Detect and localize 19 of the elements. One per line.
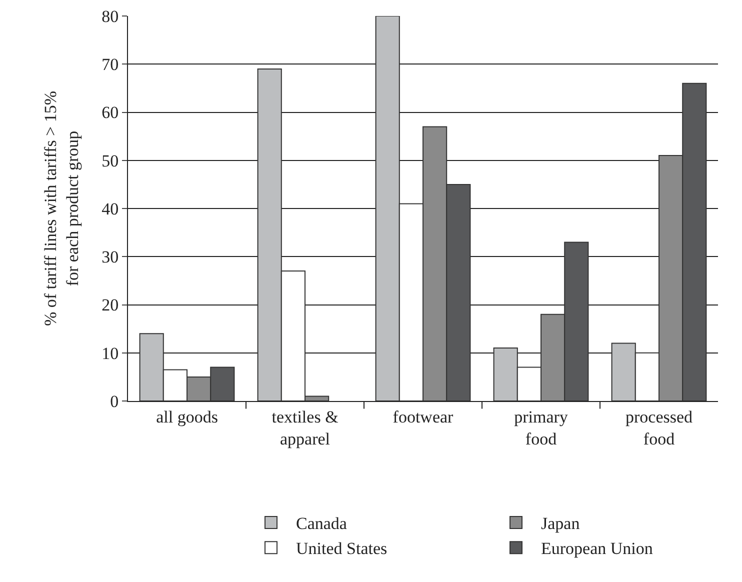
x-tick-label: processed food — [625, 407, 694, 448]
y-tick-label: 60 — [102, 103, 119, 122]
x-tick-label: primary food — [514, 407, 568, 448]
legend-label: United States — [296, 539, 388, 558]
x-tick-label: footwear — [392, 407, 454, 426]
y-axis-title: % of tariff lines with tariffs > 15% for each product group — [41, 90, 82, 326]
y-tick-label: 10 — [102, 344, 119, 363]
y-tick-label: 30 — [102, 248, 119, 267]
x-tick-label: textiles & apparel — [272, 407, 338, 448]
legend-label: Canada — [296, 514, 348, 534]
y-tick-label: 0 — [110, 392, 119, 411]
y-tick-label: 50 — [102, 151, 119, 170]
legend-label: Japan — [541, 514, 580, 534]
x-tick-label: all goods — [156, 407, 218, 426]
y-tick-label: 80 — [102, 6, 119, 26]
y-tick-label: 20 — [102, 296, 119, 315]
y-tick-label: 40 — [102, 199, 119, 218]
y-tick-label: 70 — [102, 55, 119, 74]
legend-label: European Union — [541, 539, 654, 558]
